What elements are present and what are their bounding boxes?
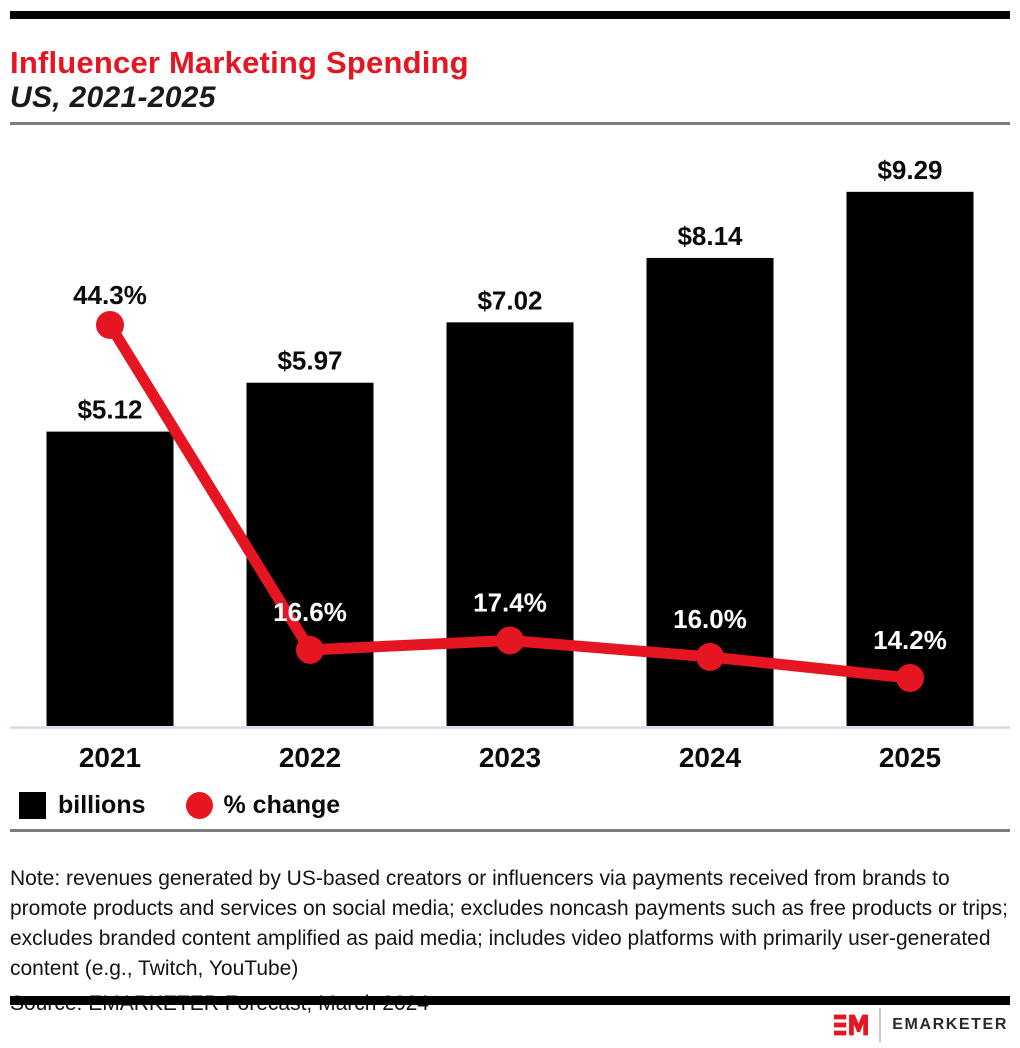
chart-plot-area: $5.12 $5.97 $7.02 $8.14 $9.29 44.3% 16.6% 17.4%… bbox=[10, 155, 1010, 773]
pct-label-2021: 44.3% bbox=[73, 280, 147, 310]
note-text: Note: revenues generated by US-based cre… bbox=[10, 867, 1009, 980]
x-tick-2024: 2024 bbox=[679, 742, 742, 773]
x-tick-2022: 2022 bbox=[279, 742, 341, 773]
bar-value-label-2023: $7.02 bbox=[477, 285, 542, 315]
bar-line-chart: $5.12 $5.97 $7.02 $8.14 $9.29 44.3% 16.6% 17.4%… bbox=[0, 130, 1020, 778]
monogram-e-bar bbox=[834, 1014, 847, 1020]
bar-value-label-2022: $5.97 bbox=[277, 346, 342, 376]
bar-2021 bbox=[46, 431, 174, 726]
legend-line-label: % change bbox=[223, 790, 341, 819]
emarketer-logo: EMARKETER bbox=[834, 1008, 1008, 1042]
pct-label-2023: 17.4% bbox=[473, 587, 547, 617]
x-tick-2021: 2021 bbox=[79, 742, 141, 773]
bar-2022 bbox=[246, 382, 374, 726]
emarketer-monogram-icon bbox=[834, 1014, 869, 1036]
pct-label-2022: 16.6% bbox=[273, 597, 347, 627]
x-tick-2023: 2023 bbox=[479, 742, 541, 773]
pct-dot-2024 bbox=[696, 642, 724, 671]
pct-dot-2025 bbox=[896, 664, 924, 693]
legend-bar-label: billions bbox=[58, 790, 146, 819]
page-title: Influencer Marketing Spending bbox=[10, 44, 469, 80]
bottom-accent-bar bbox=[10, 996, 1010, 1005]
page-subtitle: US, 2021-2025 bbox=[10, 81, 216, 114]
logo-separator bbox=[879, 1008, 882, 1042]
header-divider bbox=[10, 122, 1010, 125]
top-accent-bar bbox=[10, 11, 1010, 19]
bar-value-label-2025: $9.29 bbox=[877, 155, 942, 185]
pct-label-2024: 16.0% bbox=[673, 604, 747, 634]
bar-2025 bbox=[846, 191, 974, 726]
pct-dot-2022 bbox=[296, 635, 324, 664]
monogram-m bbox=[849, 1014, 869, 1036]
x-tick-2025: 2025 bbox=[879, 742, 941, 773]
legend-divider bbox=[10, 829, 1010, 832]
chart-legend: billions % change bbox=[19, 791, 340, 819]
pct-label-2025: 14.2% bbox=[873, 625, 947, 655]
legend-line-swatch-icon bbox=[185, 791, 213, 819]
logo-wordmark: EMARKETER bbox=[892, 1016, 1008, 1033]
legend-bar-swatch-icon bbox=[19, 791, 46, 819]
pct-dot-2023 bbox=[496, 626, 524, 655]
bar-2023 bbox=[446, 322, 574, 726]
bar-value-label-2024: $8.14 bbox=[677, 221, 743, 251]
monogram-e-bar bbox=[834, 1022, 847, 1028]
bar-value-label-2021: $5.12 bbox=[77, 395, 142, 425]
pct-dot-2021 bbox=[96, 310, 124, 339]
monogram-e-bar bbox=[834, 1030, 847, 1036]
